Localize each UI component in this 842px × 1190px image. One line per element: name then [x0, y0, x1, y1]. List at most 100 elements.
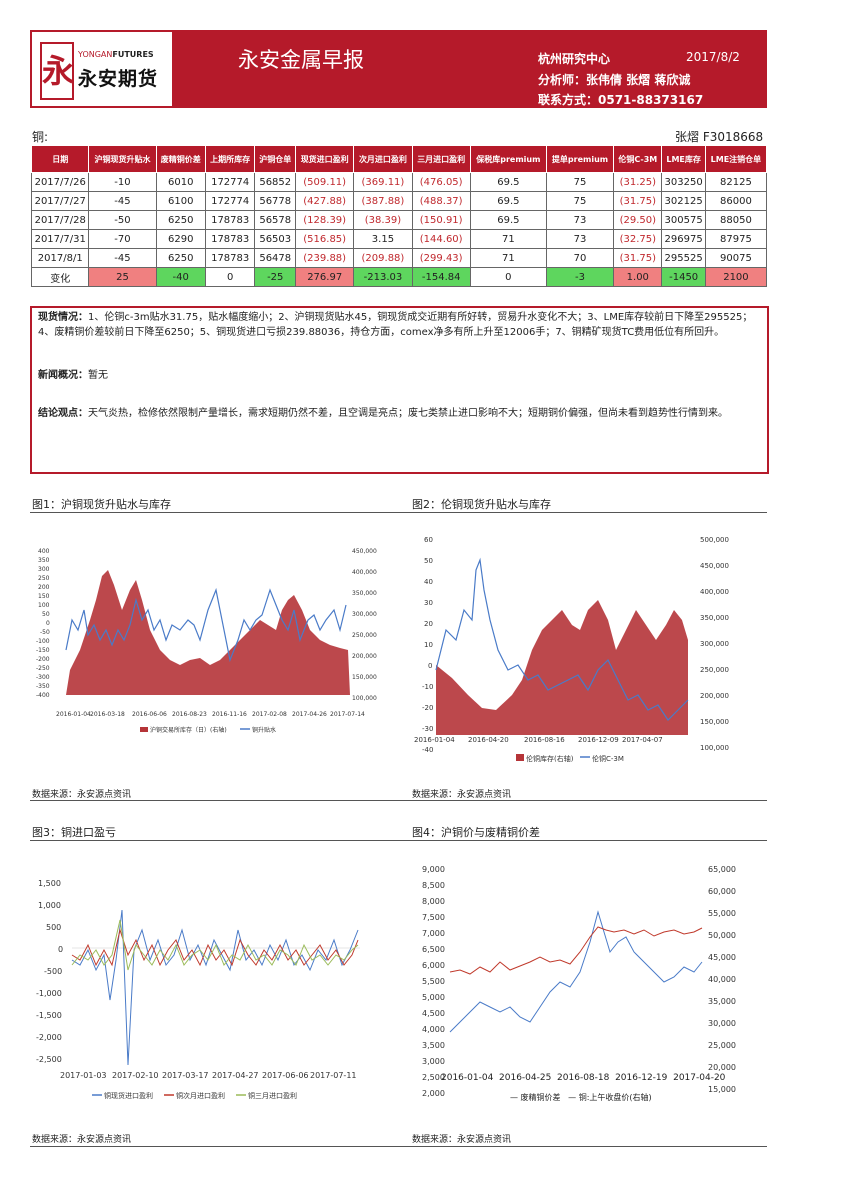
table-cell: 178783: [205, 249, 254, 268]
table-cell: (369.11): [354, 173, 412, 192]
svg-text:伦铜库存(右轴): 伦铜库存(右轴): [526, 754, 574, 763]
svg-text:-10: -10: [422, 683, 433, 691]
svg-text:6,000: 6,000: [422, 961, 445, 970]
svg-text:-30: -30: [422, 725, 433, 733]
table-cell: 300575: [662, 211, 705, 230]
change-cell: 0: [470, 268, 546, 287]
svg-text:25,000: 25,000: [708, 1041, 736, 1050]
table-cell: (29.50): [614, 211, 662, 230]
table-cell: 56478: [255, 249, 296, 268]
table-cell: -45: [89, 192, 156, 211]
svg-text:30,000: 30,000: [708, 1019, 736, 1028]
table-cell: 172774: [205, 173, 254, 192]
svg-text:450,000: 450,000: [700, 562, 729, 570]
svg-text:0: 0: [428, 662, 432, 670]
change-cell: -3: [546, 268, 613, 287]
table-cell: 302125: [662, 192, 705, 211]
svg-text:-2,500: -2,500: [36, 1055, 62, 1064]
svg-text:150: 150: [38, 593, 50, 600]
svg-text:1,000: 1,000: [38, 901, 61, 910]
svg-text:2017-04-26: 2017-04-26: [292, 711, 327, 718]
svg-text:9,000: 9,000: [422, 865, 445, 874]
table-cell: (31.75): [614, 192, 662, 211]
table-header-cell: 提单premium: [546, 146, 613, 173]
fig4-source: 数据来源：永安源点资讯: [412, 1132, 511, 1145]
section-title: 铜:: [32, 128, 48, 145]
svg-text:500,000: 500,000: [700, 536, 729, 544]
svg-text:350: 350: [38, 557, 50, 564]
svg-text:350,000: 350,000: [352, 590, 377, 597]
contact-info: 联系方式：0571-88373167: [538, 91, 703, 108]
table-row: 2017/7/27 -45 6100 172774 56778 (427.88) (387.…: [32, 192, 767, 211]
table-cell: 82125: [705, 173, 766, 192]
svg-text:-500: -500: [44, 967, 62, 976]
change-cell: 25: [89, 268, 156, 287]
svg-text:-350: -350: [36, 683, 50, 690]
svg-text:100,000: 100,000: [352, 695, 377, 702]
table-cell: 56578: [255, 211, 296, 230]
table-cell: 2017/7/31: [32, 230, 89, 249]
table-cell: 71: [470, 230, 546, 249]
svg-text:350,000: 350,000: [700, 614, 729, 622]
change-cell: 2100: [705, 268, 766, 287]
news-paragraph: 新闻概况：暂无: [38, 368, 760, 383]
table-row: 2017/7/26 -10 6010 172774 56852 (509.11) (369.…: [32, 173, 767, 192]
report-date: 2017/8/2: [686, 50, 740, 64]
table-cell: (150.91): [412, 211, 470, 230]
svg-text:-200: -200: [36, 656, 50, 663]
table-cell: 88050: [705, 211, 766, 230]
table-cell: (476.05): [412, 173, 470, 192]
svg-text:250: 250: [38, 575, 50, 582]
change-cell: -1450: [662, 268, 705, 287]
table-cell: 6290: [156, 230, 205, 249]
svg-text:150,000: 150,000: [700, 718, 729, 726]
table-cell: 6010: [156, 173, 205, 192]
logo-chinese: 永安期货: [78, 64, 158, 91]
change-cell: 变化: [32, 268, 89, 287]
svg-text:300,000: 300,000: [352, 611, 377, 618]
svg-text:-50: -50: [40, 629, 50, 636]
table-cell: 75: [546, 173, 613, 192]
svg-text:-1,500: -1,500: [36, 1011, 62, 1020]
fig-divider: [30, 512, 767, 513]
svg-text:40: 40: [424, 578, 433, 586]
table-cell: 75: [546, 192, 613, 211]
table-cell: 69.5: [470, 211, 546, 230]
table-cell: (38.39): [354, 211, 412, 230]
chart-3: 1,500 1,000 500 0 -500 -1,000 -1,500 -2,000 -2,5…: [30, 870, 380, 1110]
table-cell: (209.88): [354, 249, 412, 268]
svg-text:4,500: 4,500: [422, 1009, 445, 1018]
table-cell: -70: [89, 230, 156, 249]
change-cell: -154.84: [412, 268, 470, 287]
svg-text:50,000: 50,000: [708, 931, 736, 940]
svg-text:2016-12-09: 2016-12-09: [578, 736, 619, 744]
commentary-box: 现货情况：1、伦铜c-3m贴水31.75，贴水幅度缩小；2、沪铜现货贴水45，铜…: [30, 306, 769, 474]
table-cell: 178783: [205, 230, 254, 249]
change-cell: 0: [205, 268, 254, 287]
svg-text:30: 30: [424, 599, 433, 607]
table-header-cell: 废精铜价差: [156, 146, 205, 173]
svg-text:500: 500: [46, 923, 61, 932]
svg-text:-150: -150: [36, 647, 50, 654]
table-cell: 6250: [156, 211, 205, 230]
research-center: 杭州研究中心: [538, 50, 610, 67]
svg-text:7,000: 7,000: [422, 929, 445, 938]
table-cell: 87975: [705, 230, 766, 249]
svg-text:铜次月进口盈利: 铜次月进口盈利: [176, 1091, 225, 1100]
change-cell: 276.97: [296, 268, 354, 287]
table-cell: 70: [546, 249, 613, 268]
svg-text:铜升贴水: 铜升贴水: [252, 726, 276, 734]
change-row: 变化 25 -40 0 -25 276.97 -213.03 -154.84 0 -3 1.00 -1…: [32, 268, 767, 287]
svg-text:45,000: 45,000: [708, 953, 736, 962]
svg-text:2016-08-16: 2016-08-16: [524, 736, 565, 744]
svg-text:沪铜交易所库存（日）(右轴): 沪铜交易所库存（日）(右轴): [150, 726, 227, 734]
table-row: 2017/7/31 -70 6290 178783 56503 (516.85) 3.15(…: [32, 230, 767, 249]
table-header-cell: 现货进口盈利: [296, 146, 354, 173]
svg-text:40,000: 40,000: [708, 975, 736, 984]
table-cell: (31.25): [614, 173, 662, 192]
table-cell: 69.5: [470, 192, 546, 211]
svg-text:300: 300: [38, 566, 50, 573]
svg-text:10: 10: [424, 641, 433, 649]
table-cell: 71: [470, 249, 546, 268]
svg-text:-250: -250: [36, 665, 50, 672]
